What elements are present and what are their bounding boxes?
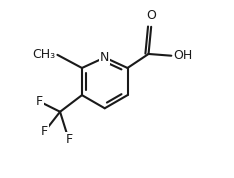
Text: CH₃: CH₃ bbox=[33, 48, 56, 61]
Text: OH: OH bbox=[173, 49, 192, 62]
Text: O: O bbox=[146, 9, 156, 22]
Text: N: N bbox=[100, 51, 110, 64]
Text: F: F bbox=[36, 95, 43, 108]
Text: F: F bbox=[41, 125, 48, 138]
Text: F: F bbox=[65, 133, 72, 146]
